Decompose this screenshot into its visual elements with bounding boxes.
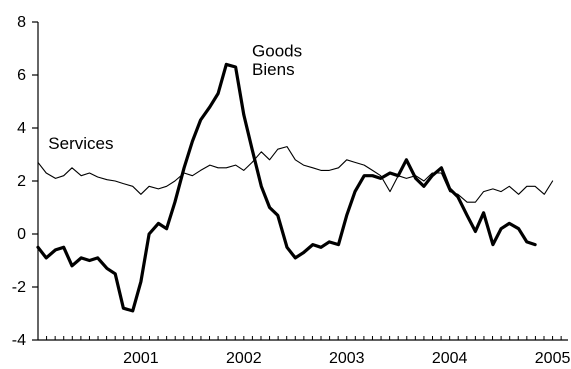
series-label-biens: Biens bbox=[252, 60, 295, 79]
x-tick-label: 2003 bbox=[329, 350, 365, 367]
y-tick-label: 8 bbox=[17, 14, 26, 31]
y-tick-label: -2 bbox=[12, 279, 26, 296]
series-line-services bbox=[37, 146, 554, 203]
series-label-services: Services bbox=[48, 134, 113, 153]
y-tick-label: 2 bbox=[17, 173, 26, 190]
series-label-goods: Goods bbox=[252, 41, 302, 60]
series-layer bbox=[36, 62, 554, 313]
x-ticks: 2001 2002 2003 2004 2005 bbox=[37, 336, 571, 367]
y-tick-label: -4 bbox=[12, 332, 26, 349]
x-tick-label: 2002 bbox=[226, 350, 262, 367]
y-tick-label: 6 bbox=[17, 67, 26, 84]
x-tick-label: 2004 bbox=[432, 350, 468, 367]
y-tick-label: 4 bbox=[17, 120, 26, 137]
axes: -4 -2 0 2 4 6 8 2001 2002 2003 2004 2005 bbox=[12, 14, 571, 367]
x-tick-label: 2001 bbox=[123, 350, 159, 367]
series-line-goods bbox=[36, 62, 537, 313]
x-tick-label: 2005 bbox=[535, 350, 571, 367]
y-tick-label: 0 bbox=[17, 226, 26, 243]
y-ticks: -4 -2 0 2 4 6 8 bbox=[12, 14, 38, 349]
